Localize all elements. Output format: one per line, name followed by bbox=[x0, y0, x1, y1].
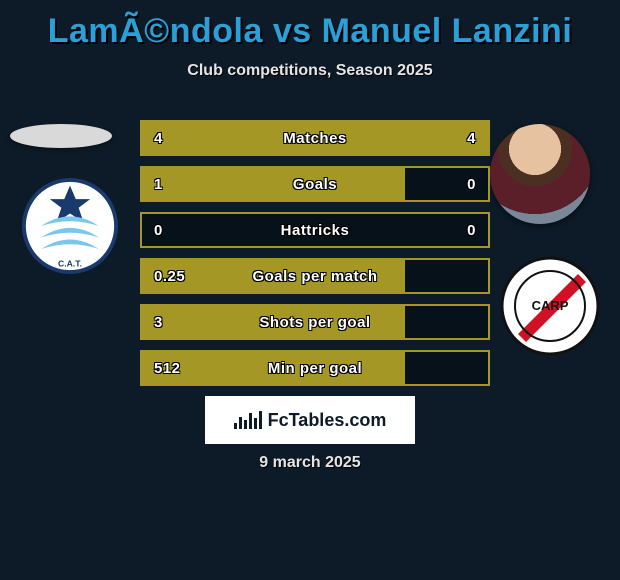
stat-label: Hattricks bbox=[142, 214, 488, 246]
stat-value-right: 4 bbox=[467, 122, 476, 154]
date-text: 9 march 2025 bbox=[0, 454, 620, 472]
brand-text: FcTables.com bbox=[268, 410, 387, 431]
stat-value-right: 0 bbox=[467, 214, 476, 246]
player2-club-badge: CARP bbox=[500, 256, 600, 356]
brand-logo: FcTables.com bbox=[234, 410, 387, 431]
stat-row: 3Shots per goal bbox=[140, 304, 490, 340]
stats-container: 4Matches41Goals00Hattricks00.25Goals per… bbox=[140, 120, 490, 396]
brand-box: FcTables.com bbox=[205, 396, 415, 444]
stat-label: Min per goal bbox=[142, 352, 488, 384]
stat-label: Shots per goal bbox=[142, 306, 488, 338]
player2-avatar bbox=[490, 124, 590, 224]
stat-row: 4Matches4 bbox=[140, 120, 490, 156]
page-subtitle: Club competitions, Season 2025 bbox=[0, 62, 620, 80]
stat-row: 0.25Goals per match bbox=[140, 258, 490, 294]
player1-avatar bbox=[10, 124, 112, 148]
svg-text:C.A.T.: C.A.T. bbox=[58, 258, 82, 268]
stat-row: 1Goals0 bbox=[140, 166, 490, 202]
stat-value-right: 0 bbox=[467, 168, 476, 200]
stat-label: Matches bbox=[142, 122, 488, 154]
brand-bars-icon bbox=[234, 411, 262, 429]
stat-row: 0Hattricks0 bbox=[140, 212, 490, 248]
stat-label: Goals per match bbox=[142, 260, 488, 292]
stat-label: Goals bbox=[142, 168, 488, 200]
player1-club-badge: C.A.T. bbox=[22, 178, 118, 274]
svg-text:CARP: CARP bbox=[532, 298, 569, 313]
page-title: LamÃ©ndola vs Manuel Lanzini bbox=[0, 12, 620, 51]
stat-row: 512Min per goal bbox=[140, 350, 490, 386]
